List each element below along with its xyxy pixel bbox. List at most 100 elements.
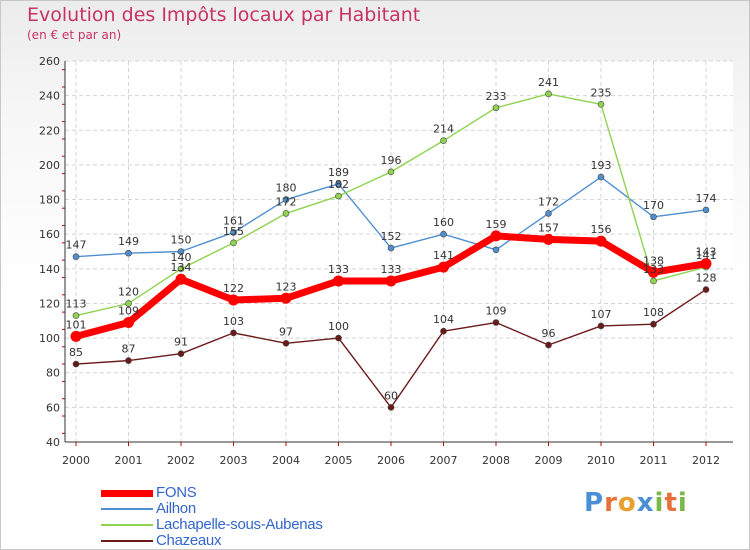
data-label: 233 — [486, 90, 507, 103]
data-label: 134 — [171, 261, 192, 274]
data-label: 101 — [66, 318, 87, 331]
data-point — [545, 210, 552, 217]
data-label: 172 — [276, 195, 297, 208]
data-label: 60 — [384, 389, 398, 402]
data-label: 172 — [538, 195, 559, 208]
brand-letter: o — [617, 488, 637, 518]
data-label: 161 — [223, 214, 244, 227]
data-point — [597, 173, 605, 181]
data-label: 214 — [433, 123, 454, 136]
legend-label: Ailhon — [156, 500, 196, 517]
x-tick-label: 2003 — [220, 454, 248, 467]
y-tick-label: 80 — [46, 367, 60, 380]
data-point — [177, 350, 185, 357]
legend-swatch — [101, 540, 153, 542]
data-point — [125, 357, 132, 364]
data-label: 109 — [118, 305, 139, 318]
x-tick-label: 2007 — [430, 454, 458, 467]
data-point — [597, 100, 605, 108]
data-point — [230, 329, 237, 337]
legend-swatch — [101, 524, 153, 526]
data-point — [543, 233, 554, 245]
legend-swatch — [101, 508, 153, 510]
data-point — [230, 239, 237, 247]
x-tick-label: 2006 — [377, 454, 405, 467]
data-point — [440, 137, 447, 144]
data-point — [72, 312, 80, 319]
data-point — [492, 246, 500, 254]
data-point — [335, 180, 342, 188]
data-point — [335, 334, 342, 342]
data-label: 104 — [433, 313, 454, 326]
data-label: 140 — [171, 251, 192, 264]
data-label: 150 — [171, 234, 192, 247]
legend-label: Lachapelle-sous-Aubenas — [156, 516, 323, 533]
data-point — [545, 90, 552, 98]
data-point — [650, 320, 657, 328]
x-tick-label: 2005 — [325, 454, 353, 467]
y-tick-label: 240 — [39, 90, 60, 103]
data-point — [700, 258, 712, 270]
data-label: 85 — [69, 346, 83, 359]
data-label: 100 — [328, 320, 349, 333]
data-point — [125, 300, 132, 307]
data-label: 91 — [174, 336, 188, 349]
chart-title: Evolution des Impôts locaux par Habitant — [27, 4, 421, 26]
data-point — [177, 248, 185, 255]
y-tick-label: 60 — [46, 401, 60, 414]
data-point — [72, 253, 80, 260]
data-point — [70, 330, 82, 342]
data-point — [490, 230, 502, 242]
data-point — [72, 360, 80, 368]
data-point — [440, 327, 447, 335]
data-point — [595, 235, 607, 247]
data-point — [702, 286, 710, 293]
data-point — [333, 275, 344, 287]
data-label: 182 — [328, 178, 349, 191]
data-label: 108 — [643, 306, 664, 319]
data-label: 96 — [542, 327, 556, 340]
data-label: 128 — [696, 272, 717, 285]
brand-letter: t — [664, 488, 678, 518]
x-tick-label: 2010 — [587, 454, 615, 467]
data-label: 133 — [328, 263, 349, 276]
data-point — [438, 261, 449, 273]
data-point — [230, 229, 237, 236]
data-label: 174 — [696, 192, 717, 205]
legend-label: FONS — [156, 484, 197, 501]
brand-letter: i — [677, 488, 688, 518]
data-point — [650, 277, 657, 285]
data-label: 133 — [643, 263, 664, 276]
data-point — [282, 339, 290, 347]
data-point — [123, 317, 134, 329]
x-tick-label: 2011 — [640, 454, 668, 467]
data-label: 159 — [486, 218, 507, 231]
y-tick-label: 160 — [39, 228, 60, 241]
x-tick-label: 2002 — [167, 454, 195, 467]
data-point — [492, 319, 500, 326]
data-point — [387, 404, 395, 411]
x-tick-label: 2000 — [62, 454, 90, 467]
y-tick-label: 220 — [39, 124, 60, 137]
data-label: 155 — [223, 225, 244, 238]
data-label: 109 — [486, 305, 507, 318]
x-tick-label: 2012 — [692, 454, 720, 467]
data-point — [545, 341, 552, 349]
data-point — [125, 249, 132, 257]
data-label: 147 — [66, 239, 87, 252]
brand-letter: P — [584, 488, 605, 518]
data-label: 196 — [381, 154, 402, 167]
x-tick-label: 2009 — [535, 454, 563, 467]
chart-subtitle: (en € et par an) — [27, 28, 122, 42]
data-point — [387, 168, 395, 176]
y-tick-label: 180 — [39, 194, 60, 207]
data-label: 103 — [223, 315, 244, 328]
data-label: 123 — [276, 280, 297, 293]
data-point — [387, 244, 395, 252]
data-point — [282, 196, 290, 203]
data-label: 189 — [328, 166, 349, 179]
data-label: 193 — [591, 159, 612, 172]
data-point — [280, 292, 292, 304]
